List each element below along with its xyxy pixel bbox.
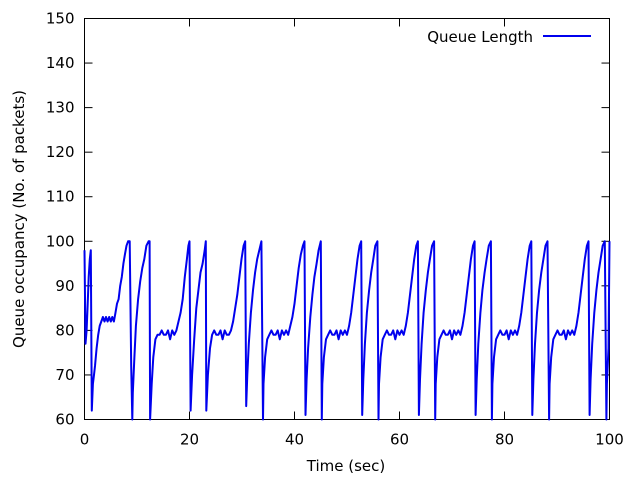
y-tick-label: 110	[46, 188, 75, 206]
x-tick-label: 40	[285, 431, 304, 449]
x-tick-label: 60	[390, 431, 409, 449]
y-tick-label: 140	[46, 54, 75, 72]
y-axis: 60 70 80 90 100 110 120 130 140 150	[46, 10, 610, 429]
y-tick-label: 60	[55, 411, 74, 429]
x-tick-label: 80	[495, 431, 514, 449]
y-tick-label: 90	[55, 277, 74, 295]
legend: Queue Length	[427, 28, 591, 46]
y-tick-label: 100	[46, 232, 75, 250]
x-axis: 0 20 40 60 80 100	[80, 18, 624, 449]
plot-frame	[84, 18, 610, 420]
y-tick-label: 130	[46, 99, 75, 117]
y-tick-label: 120	[46, 143, 75, 161]
y-tick-label: 150	[46, 10, 75, 28]
y-axis-label: Queue occupancy (No. of packets)	[10, 90, 28, 348]
x-tick-label: 0	[80, 431, 90, 449]
x-tick-label: 20	[180, 431, 199, 449]
series-line-queue-length	[83, 240, 611, 421]
y-tick-label: 70	[55, 366, 74, 384]
legend-label: Queue Length	[427, 28, 533, 46]
y-tick-label: 80	[55, 321, 74, 339]
x-axis-label: Time (sec)	[306, 457, 385, 475]
x-tick-label: 100	[595, 431, 624, 449]
